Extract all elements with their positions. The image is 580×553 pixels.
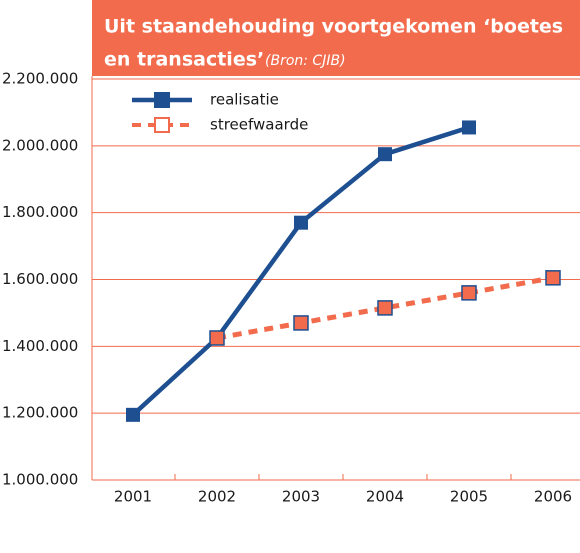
- legend-label: streefwaarde: [210, 116, 308, 134]
- x-tick-label: 2005: [450, 488, 488, 506]
- marker: [545, 270, 561, 286]
- chart-subtitle: (Bron: CJIB): [265, 53, 346, 69]
- y-tick-label: 2.000.000: [2, 136, 78, 154]
- x-tick-label: 2004: [366, 488, 404, 506]
- legend-label: realisatie: [210, 91, 279, 109]
- y-tick-label: 1.400.000: [2, 337, 78, 355]
- legend-marker: [154, 117, 170, 133]
- chart-title: Uit staandehouding voortgekomen ‘boetes: [104, 16, 563, 38]
- x-tick-label: 2002: [198, 488, 236, 506]
- series-line: [216, 275, 554, 341]
- y-tick-label: 2.200.000: [2, 70, 78, 88]
- x-tick-label: 2006: [534, 488, 572, 506]
- marker: [377, 300, 393, 316]
- chart-title: en transacties’: [104, 49, 264, 71]
- series-line: [131, 125, 470, 417]
- y-tick-label: 1.800.000: [2, 203, 78, 221]
- y-tick-label: 1.000.000: [2, 471, 78, 489]
- x-tick-label: 2003: [282, 488, 320, 506]
- y-tick-label: 1.200.000: [2, 404, 78, 422]
- marker: [461, 285, 477, 301]
- marker: [126, 407, 140, 422]
- marker: [462, 120, 476, 135]
- marker: [378, 147, 392, 162]
- title-box: [92, 0, 580, 76]
- legend-marker: [154, 92, 170, 108]
- x-tick-label: 2001: [114, 488, 152, 506]
- y-tick-label: 1.600.000: [2, 270, 78, 288]
- marker: [293, 315, 309, 331]
- marker: [294, 215, 308, 230]
- marker: [209, 330, 225, 346]
